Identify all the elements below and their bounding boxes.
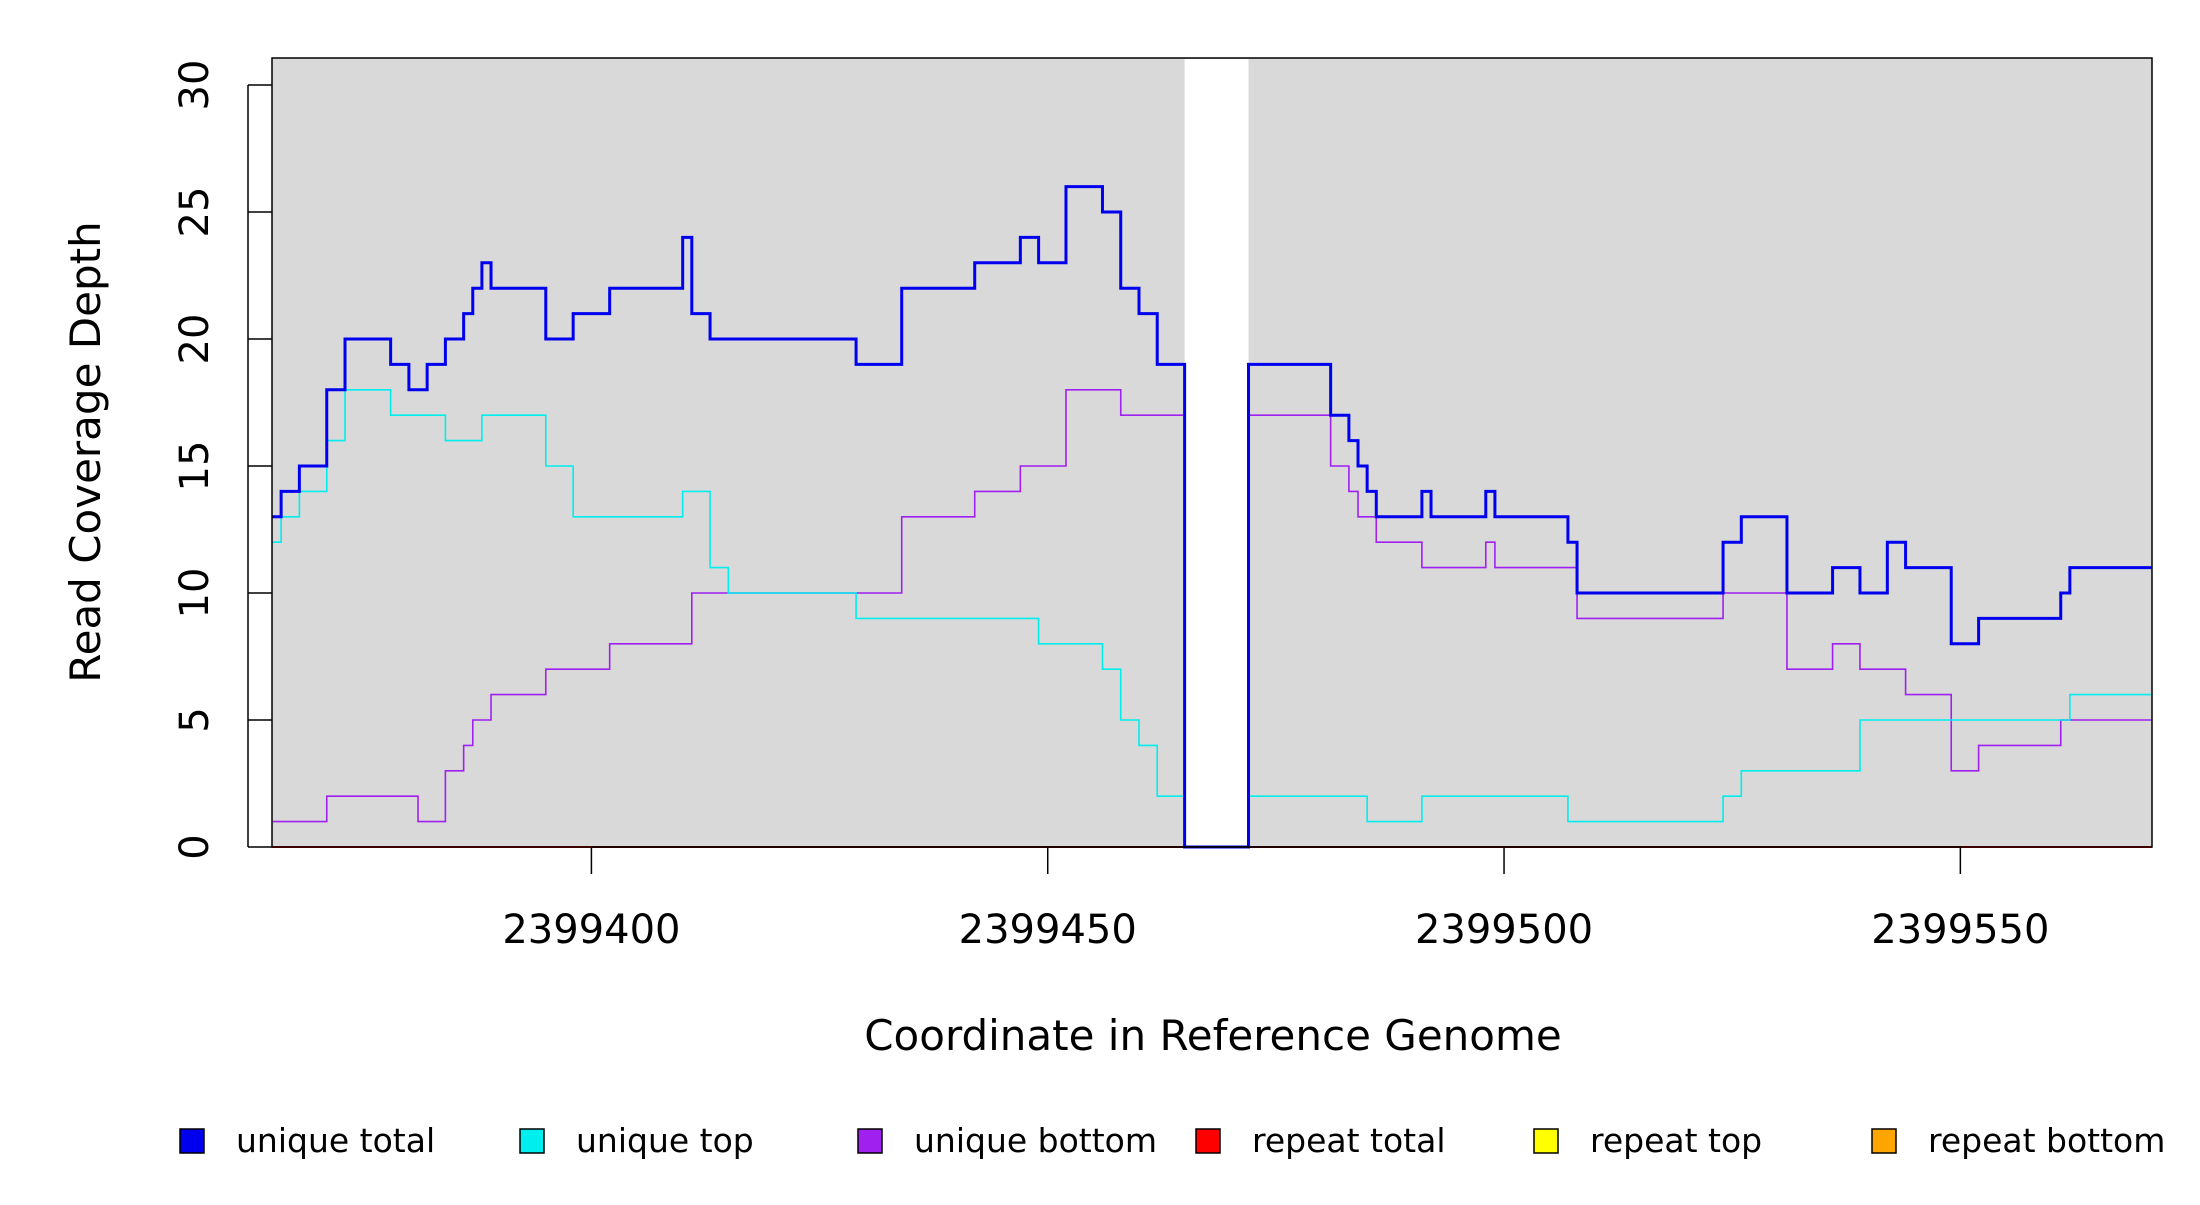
x-axis-title: Coordinate in Reference Genome	[864, 1011, 1562, 1060]
y-tick-label: 5	[172, 707, 218, 732]
y-tick-label: 15	[172, 441, 218, 492]
legend-swatch-repeat-top	[1533, 1128, 1559, 1154]
x-tick-label: 2399400	[502, 907, 680, 953]
legend-swatch-unique-top	[519, 1128, 545, 1154]
legend-label-repeat-total: repeat total	[1252, 1121, 1446, 1160]
y-tick-label: 30	[172, 60, 218, 111]
x-tick-label: 2399450	[959, 907, 1137, 953]
series-unique-top	[272, 389, 2152, 848]
legend: unique total unique top unique bottom repea…	[179, 1121, 2165, 1160]
legend-label-unique-total: unique total	[236, 1121, 435, 1160]
legend-swatch-repeat-total	[1195, 1128, 1221, 1154]
x-axis: 2399400 2399450 2399500 2399550	[502, 846, 2049, 953]
y-tick-label: 0	[172, 834, 218, 859]
legend-label-unique-top: unique top	[576, 1121, 754, 1160]
series-unique-bottom	[272, 389, 2152, 848]
y-axis-title: Read Coverage Depth	[61, 221, 110, 682]
y-tick-label: 20	[172, 314, 218, 365]
legend-label-unique-bottom: unique bottom	[914, 1121, 1157, 1160]
legend-label-repeat-top: repeat top	[1590, 1121, 1762, 1160]
y-tick-label: 10	[172, 568, 218, 619]
y-axis: 0 5 10 15 20 25 30	[172, 60, 272, 860]
x-tick-label: 2399500	[1415, 907, 1593, 953]
legend-label-repeat-bottom: repeat bottom	[1928, 1121, 2165, 1160]
y-tick-label: 25	[172, 187, 218, 238]
gap-region	[1184, 59, 1249, 847]
legend-swatch-unique-bottom	[857, 1128, 883, 1154]
series-unique-total	[272, 185, 2152, 849]
legend-swatch-repeat-bottom	[1871, 1128, 1897, 1154]
x-tick-label: 2399550	[1871, 907, 2049, 953]
legend-swatch-unique-total	[179, 1128, 205, 1154]
